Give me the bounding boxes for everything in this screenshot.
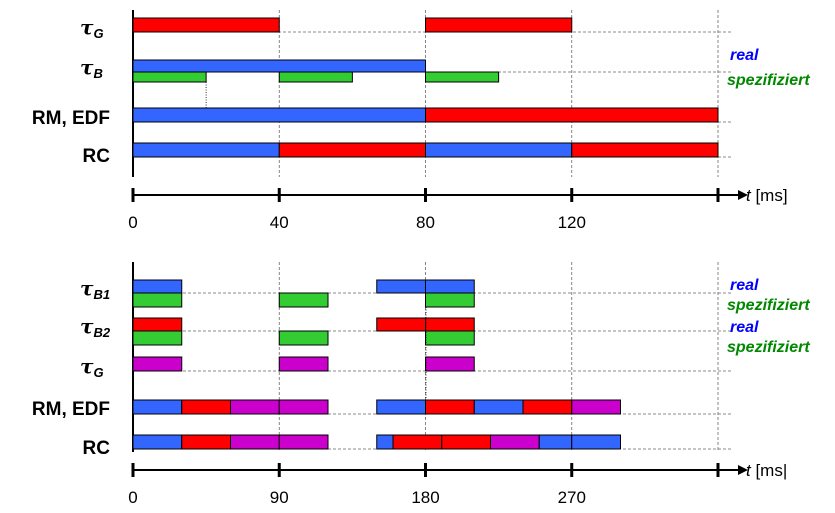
bar-green (425, 292, 475, 308)
axis-unit: [ms] (755, 186, 787, 205)
legend-real: real (730, 319, 759, 336)
x-tick-label: 120 (558, 213, 586, 232)
bar-red (278, 142, 426, 158)
bar-red (425, 17, 573, 33)
arrow-icon (738, 465, 748, 475)
bar-green (278, 330, 329, 346)
legend-spezifiziert: spezifiziert (727, 297, 810, 314)
bar-blue (376, 279, 426, 294)
row-label-subscript: B1 (93, 287, 110, 302)
bar-blue (132, 279, 183, 294)
bar-red (181, 399, 231, 415)
row-label: RC (83, 146, 111, 167)
bar-magenta (230, 434, 280, 450)
bar-blue (132, 399, 183, 415)
row-label-symbol: τ (80, 15, 94, 39)
x-tick-label: 40 (270, 213, 289, 232)
row-label: τB (80, 55, 103, 81)
x-axis-label: t [ms| (746, 461, 787, 480)
bar-red (522, 399, 573, 415)
bar-green (278, 71, 353, 83)
legend-spezifiziert: spezifiziert (727, 72, 810, 89)
x-tick-label: 0 (128, 213, 137, 232)
bar-blue (473, 399, 524, 415)
bar-red (425, 399, 475, 415)
bar-blue (571, 434, 621, 450)
bar-blue (425, 142, 573, 158)
bar-red (181, 434, 231, 450)
axis-unit: [ms| (755, 461, 787, 480)
bar-magenta (490, 434, 540, 450)
row-label: τB1 (80, 276, 110, 302)
row-label-symbol: τ (80, 314, 94, 338)
bar-red (376, 317, 426, 332)
bar-magenta (571, 399, 621, 415)
bar-magenta (278, 356, 329, 372)
bar-green (132, 71, 207, 83)
bar-blue (132, 142, 280, 158)
bar-magenta (425, 356, 475, 372)
bar-magenta (132, 356, 183, 372)
row-label-symbol: τ (80, 55, 94, 79)
bar-red (425, 317, 475, 332)
row-label-subscript: G (93, 26, 103, 41)
x-tick-label: 270 (558, 488, 586, 507)
bar-blue (538, 434, 573, 450)
bar-red (441, 434, 491, 450)
row-label: τG (80, 354, 104, 380)
row-label: RM, EDF (32, 108, 110, 129)
row-label: τB2 (80, 314, 111, 340)
bar-blue (132, 59, 426, 73)
legend-spezifiziert: spezifiziert (727, 339, 810, 356)
x-tick-label: 0 (128, 488, 137, 507)
axis-variable: t (746, 186, 755, 205)
bar-red (132, 17, 280, 33)
bar-green (425, 71, 500, 83)
bar-green (425, 330, 475, 346)
x-tick-label: 180 (411, 488, 439, 507)
bar-magenta (278, 399, 329, 415)
row-label: τG (80, 15, 104, 41)
bar-blue (132, 434, 183, 450)
row-label-subscript: G (93, 365, 103, 380)
bar-blue (132, 107, 426, 123)
row-label: RC (83, 438, 111, 459)
axis-variable: t (746, 461, 755, 480)
x-axis-label: t [ms] (746, 186, 788, 205)
legend-real: real (730, 277, 759, 294)
x-tick-label: 90 (270, 488, 289, 507)
row-label: RM, EDF (32, 399, 110, 420)
bar-blue (376, 399, 426, 415)
bar-magenta (230, 399, 280, 415)
bar-red (132, 317, 183, 332)
bar-red (392, 434, 443, 450)
bar-red (571, 142, 719, 158)
bar-blue (425, 279, 475, 294)
legend-real: real (730, 47, 759, 64)
row-label-symbol: τ (80, 354, 94, 378)
x-tick-label: 80 (416, 213, 435, 232)
bar-green (278, 292, 329, 308)
row-label-subscript: B (93, 66, 102, 81)
row-label-symbol: τ (80, 276, 94, 300)
bar-green (132, 292, 183, 308)
bar-magenta (278, 434, 329, 450)
bar-green (132, 330, 183, 346)
row-label-subscript: B2 (93, 325, 110, 340)
arrow-icon (738, 190, 748, 200)
bar-blue (376, 434, 394, 450)
bar-red (425, 107, 719, 123)
